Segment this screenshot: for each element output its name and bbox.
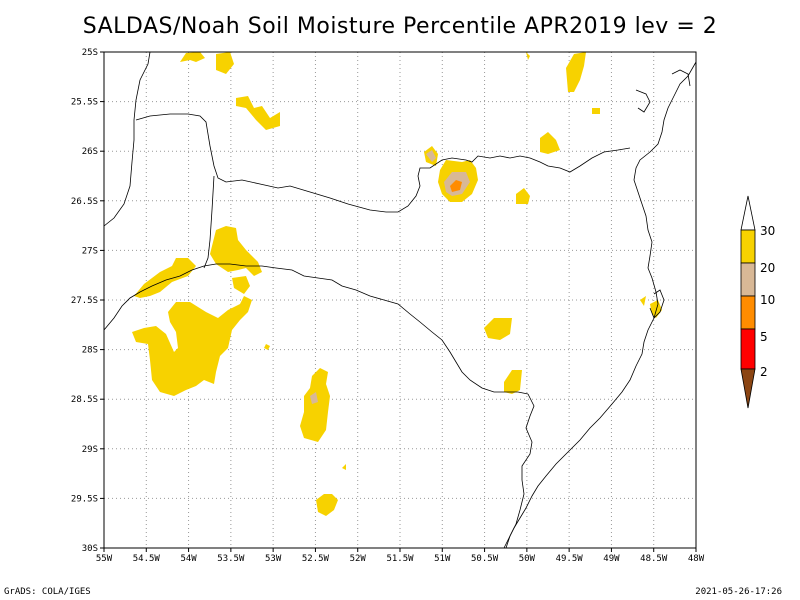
- y-tick-label: 25S: [82, 48, 98, 58]
- legend-label-30: 30: [760, 224, 775, 238]
- island: [649, 289, 665, 319]
- x-tick-label: 49W: [603, 554, 620, 564]
- legend-swatch-5: [740, 328, 756, 370]
- x-tick-label: 49.5W: [556, 554, 584, 564]
- legend-arrow-bottom: [740, 368, 756, 409]
- legend-swatch-10: [740, 295, 756, 330]
- x-axis-ticks: 55W 54.5W 54W 53.5W 53W 52.5W 52W 51.5W 51W 50.5W…: [96, 548, 705, 564]
- x-tick-label: 50.5W: [471, 554, 499, 564]
- legend-label-10: 10: [760, 293, 775, 307]
- y-axis-ticks: 25S 25.5S 26S 26.5S 27S 27.5S 28S 28.5S 29S 29.5S…: [71, 48, 104, 554]
- map-title: SALDAS/Noah Soil Moisture Percentile APR…: [82, 14, 718, 39]
- x-tick-label: 54W: [180, 554, 197, 564]
- legend-label-20: 20: [760, 261, 775, 275]
- x-tick-label: 55W: [96, 554, 113, 564]
- footer-credit: GrADS: COLA/IGES: [4, 587, 91, 597]
- x-tick-label: 53W: [265, 554, 282, 564]
- region-30-percentile: [132, 52, 662, 516]
- x-tick-label: 48W: [688, 554, 705, 564]
- x-tick-label: 54.5W: [133, 554, 161, 564]
- border-line-1: [103, 51, 151, 227]
- x-tick-label: 53.5W: [217, 554, 245, 564]
- x-tick-label: 50W: [519, 554, 536, 564]
- y-tick-label: 27.5S: [71, 296, 98, 306]
- y-tick-label: 26S: [82, 147, 98, 157]
- y-tick-label: 29S: [82, 445, 98, 455]
- legend-label-5: 5: [760, 330, 768, 344]
- political-boundaries: [103, 51, 697, 549]
- legend-arrow-top: [740, 195, 756, 231]
- legend-label-2: 2: [760, 365, 768, 379]
- x-tick-label: 51.5W: [386, 554, 414, 564]
- x-tick-label: 52W: [350, 554, 367, 564]
- y-tick-label: 26.5S: [71, 197, 98, 207]
- coast-detail-1: [635, 89, 651, 113]
- legend-swatch-20: [740, 262, 756, 297]
- y-tick-label: 28S: [82, 346, 98, 356]
- footer-timestamp: 2021-05-26-17:26: [695, 587, 782, 597]
- y-tick-label: 27S: [82, 246, 98, 256]
- coast-detail-2: [671, 69, 691, 87]
- grid-lines: [104, 52, 696, 548]
- region-20-percentile: [310, 150, 470, 404]
- legend-colorbar: 30 20 10 5 2: [740, 195, 775, 409]
- y-tick-label: 25.5S: [71, 98, 98, 108]
- region-10-percentile: [450, 180, 462, 192]
- coastline: [503, 61, 697, 549]
- y-tick-label: 29.5S: [71, 494, 98, 504]
- border-line-4: [103, 263, 529, 395]
- border-line-2: [135, 113, 631, 213]
- x-tick-label: 48.5W: [640, 554, 668, 564]
- y-tick-label: 30S: [82, 544, 98, 554]
- percentile-regions: [132, 52, 662, 516]
- x-tick-label: 51W: [434, 554, 451, 564]
- x-tick-label: 52.5W: [302, 554, 330, 564]
- border-line-5: [505, 393, 535, 549]
- border-line-3: [203, 175, 215, 269]
- legend-swatch-30: [740, 229, 756, 264]
- y-tick-label: 28.5S: [71, 395, 98, 405]
